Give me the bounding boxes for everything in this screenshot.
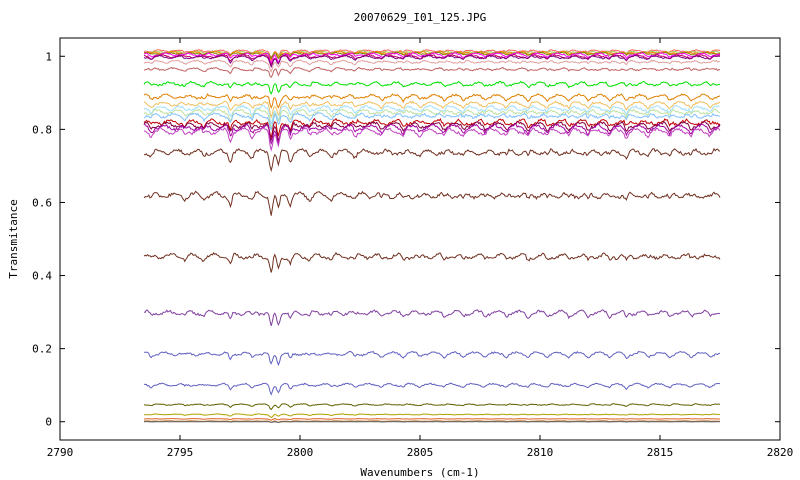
series-line [144, 350, 721, 367]
series-line [143, 59, 720, 73]
x-tick-label: 2820 [767, 446, 794, 459]
x-axis: 2790 2795 2800 2805 2810 2815 2820 [47, 38, 794, 459]
series-line [143, 49, 721, 58]
series-line [144, 421, 721, 423]
y-axis: 0 0.2 0.4 0.6 0.8 1 [32, 50, 780, 429]
x-tick-label: 2790 [47, 446, 74, 459]
x-tick-label: 2815 [647, 446, 674, 459]
series-line [143, 309, 721, 327]
series-line [143, 54, 720, 69]
chart-title: 20070629_I01_125.JPG [354, 11, 486, 24]
series-line [143, 92, 721, 109]
series-line [143, 403, 721, 411]
series-line [143, 120, 721, 142]
x-tick-label: 2800 [287, 446, 314, 459]
series-line [143, 190, 721, 216]
series-line [143, 108, 721, 131]
x-tick-label: 2795 [167, 446, 194, 459]
series-group [143, 49, 721, 423]
y-tick-label: 0.8 [32, 123, 52, 136]
y-axis-label: Transmitance [7, 199, 20, 278]
series-line [143, 251, 721, 273]
series-line [143, 126, 721, 152]
series-line [143, 382, 721, 396]
series-line [143, 80, 721, 95]
series-line [143, 111, 721, 132]
series-line [144, 52, 721, 65]
series-line [143, 100, 721, 119]
y-tick-label: 0.2 [32, 343, 52, 356]
y-tick-label: 0.4 [32, 270, 52, 283]
series-line [144, 413, 721, 418]
x-tick-label: 2805 [407, 446, 434, 459]
x-axis-label: Wavenumbers (cm-1) [360, 466, 479, 479]
series-line [143, 147, 721, 173]
series-line [143, 66, 721, 79]
x-tick-label: 2810 [527, 446, 554, 459]
y-tick-label: 0 [45, 416, 52, 429]
series-line [143, 417, 721, 421]
series-line [143, 420, 721, 423]
y-tick-label: 1 [45, 50, 52, 63]
series-line [143, 104, 721, 125]
y-tick-label: 0.6 [32, 196, 52, 209]
